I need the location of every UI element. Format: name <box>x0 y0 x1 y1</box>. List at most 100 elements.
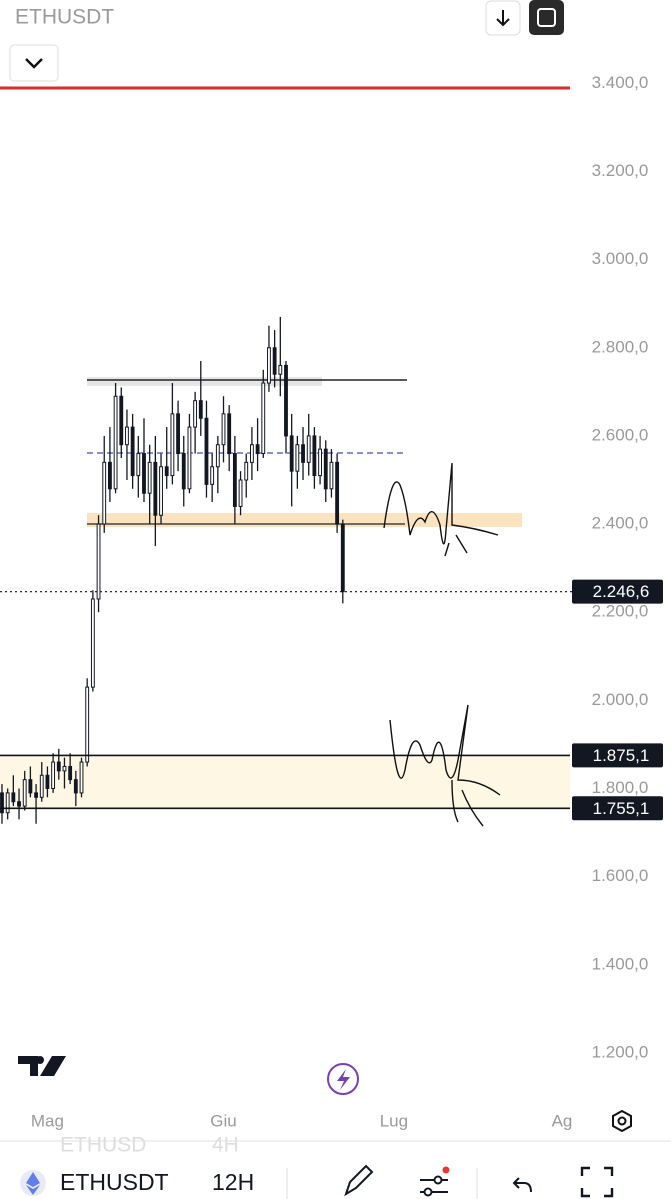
price-tag-label: 1.755,1 <box>593 799 650 818</box>
undo-button[interactable] <box>512 1177 532 1193</box>
y-tick-label: 1.800,0 <box>592 778 649 797</box>
candle-body <box>125 426 129 446</box>
candle-body <box>261 382 266 455</box>
candle-body <box>164 466 169 477</box>
settings-button[interactable] <box>612 1109 632 1133</box>
candle-body <box>51 761 56 789</box>
candle-body <box>28 779 33 794</box>
y-tick-label: 1.200,0 <box>592 1042 649 1061</box>
fullscreen-button[interactable] <box>529 0 564 35</box>
candle-body <box>119 395 124 446</box>
x-tick-label: Lug <box>380 1111 408 1130</box>
candle-body <box>22 779 27 807</box>
lightning-icon <box>337 1069 350 1090</box>
candle-body <box>39 774 44 798</box>
resistance-zone <box>87 377 322 386</box>
y-tick-label: 3.400,0 <box>592 73 649 92</box>
demand-zone <box>0 757 570 809</box>
candle-body <box>85 686 90 763</box>
x-tick-label: Giu <box>210 1111 236 1130</box>
candle-body <box>238 479 243 507</box>
y-tick-label: 3.000,0 <box>592 249 649 268</box>
ghost-symbol: ETHUSD <box>60 1134 146 1157</box>
expand-button[interactable] <box>580 1166 614 1198</box>
footer-interval[interactable]: 12H <box>212 1169 254 1195</box>
candle-body <box>113 395 118 490</box>
y-tick-label: 3.200,0 <box>592 161 649 180</box>
candle-body <box>73 779 78 794</box>
candle-body <box>187 426 192 490</box>
candle-body <box>68 765 73 781</box>
y-tick-label: 1.400,0 <box>592 954 649 973</box>
candle-body <box>102 461 107 525</box>
candle-body <box>249 444 254 463</box>
y-tick-label: 2.800,0 <box>592 337 649 356</box>
price-tag-label: 1.875,1 <box>593 746 650 765</box>
candle-body <box>130 426 135 477</box>
candle-body <box>289 435 294 472</box>
settings-icon <box>617 1116 627 1126</box>
candle-body <box>17 801 21 807</box>
candle-body <box>210 466 215 485</box>
candle-body <box>45 774 50 789</box>
candle-body <box>284 364 288 437</box>
candle-body <box>267 347 271 384</box>
dropdown-button[interactable] <box>9 44 59 82</box>
y-tick-label: 2.400,0 <box>592 514 649 533</box>
candle-body <box>204 417 209 485</box>
tradingview-logo <box>18 1056 66 1076</box>
candle-body <box>221 413 226 446</box>
tools-knob <box>423 1187 433 1197</box>
candle-body <box>312 435 317 477</box>
candle-body <box>142 453 146 494</box>
pencil-button[interactable] <box>344 1164 374 1197</box>
price-tag <box>572 579 663 604</box>
y-tick-label: 2.000,0 <box>592 690 649 709</box>
tradingview-logo-dot <box>36 1056 44 1064</box>
candle-body <box>136 453 141 477</box>
candle-body <box>215 444 220 468</box>
candle-body <box>318 448 322 477</box>
plot: 3.400,0 3.200,0 3.000,0 2.800,0 2.600,0 2.400… <box>0 73 663 1130</box>
candle-body <box>107 461 112 490</box>
candle-body <box>147 461 152 494</box>
footer-symbol[interactable]: ETHUSDT <box>60 1169 169 1195</box>
candle-body <box>198 400 203 419</box>
eth-icon <box>26 1172 40 1195</box>
chevron-icon <box>25 58 43 69</box>
candle-body <box>34 792 38 798</box>
fullscreen-icon <box>537 8 556 27</box>
x-tick-label: Ag <box>552 1111 573 1130</box>
tools-knob <box>433 1175 443 1185</box>
symbol-title: ETHUSDT <box>15 6 114 29</box>
candle-body <box>232 453 237 507</box>
candle-body <box>244 461 249 481</box>
arrow-icon <box>496 10 510 27</box>
candle-body <box>79 761 84 794</box>
candle-body <box>329 461 334 490</box>
y-tick-label: 1.600,0 <box>592 866 649 885</box>
candle-body <box>227 413 232 455</box>
candle-body <box>272 347 277 375</box>
candle-body <box>62 765 67 772</box>
x-tick-label: Mag <box>31 1111 64 1130</box>
candle-body <box>323 448 328 490</box>
ghost-interval: 4H <box>212 1134 239 1157</box>
price-tag <box>572 743 663 768</box>
y-tick-label: 2.600,0 <box>592 425 649 444</box>
candle-body <box>295 444 300 472</box>
candle-body <box>56 761 61 772</box>
candle-body <box>153 461 158 516</box>
candle-body <box>193 400 198 428</box>
freehand-sketch <box>383 462 499 557</box>
candle-body <box>278 364 283 375</box>
candle-body <box>255 444 260 455</box>
candle-body <box>11 792 16 803</box>
candle-body <box>301 444 305 463</box>
candle-body <box>0 792 4 814</box>
candle-body <box>159 466 163 516</box>
candle-body <box>335 461 340 525</box>
price-tag-label: 2.246,6 <box>593 582 650 601</box>
